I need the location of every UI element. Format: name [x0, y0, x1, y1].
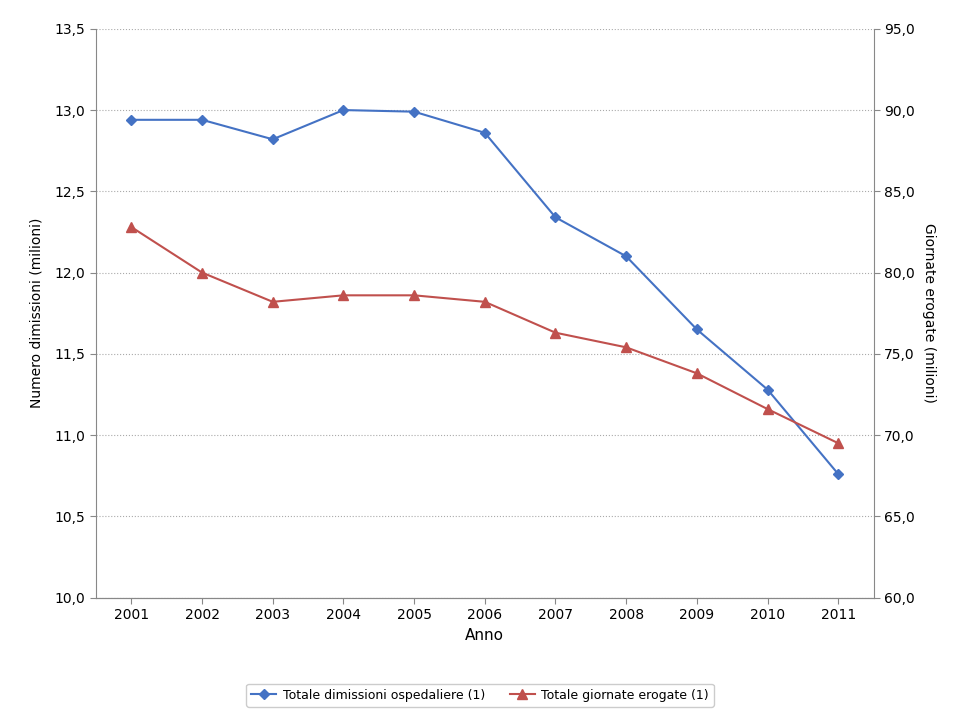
Totale dimissioni ospedaliere (1) [338, 106, 349, 114]
Totale giornate erogate (1) [267, 297, 278, 306]
Y-axis label: Giornate erogate (milioni): Giornate erogate (milioni) [922, 223, 936, 403]
Totale giornate erogate (1) [832, 439, 844, 448]
Totale dimissioni ospedaliere (1) [408, 107, 420, 116]
Legend: Totale dimissioni ospedaliere (1), Totale giornate erogate (1): Totale dimissioni ospedaliere (1), Total… [247, 683, 713, 706]
Totale giornate erogate (1) [479, 297, 491, 306]
Line: Totale giornate erogate (1): Totale giornate erogate (1) [127, 222, 843, 448]
Totale giornate erogate (1) [196, 269, 207, 277]
Totale dimissioni ospedaliere (1) [550, 213, 562, 222]
Totale dimissioni ospedaliere (1) [196, 115, 207, 124]
Totale giornate erogate (1) [338, 291, 349, 300]
Totale giornate erogate (1) [620, 343, 632, 351]
Y-axis label: Numero dimissioni (milioni): Numero dimissioni (milioni) [30, 218, 43, 408]
Line: Totale dimissioni ospedaliere (1): Totale dimissioni ospedaliere (1) [128, 107, 842, 477]
Totale giornate erogate (1) [408, 291, 420, 300]
Totale dimissioni ospedaliere (1) [126, 115, 137, 124]
Totale dimissioni ospedaliere (1) [762, 385, 774, 394]
Totale giornate erogate (1) [550, 328, 562, 337]
Totale dimissioni ospedaliere (1) [620, 252, 632, 261]
X-axis label: Anno: Anno [466, 628, 504, 642]
Totale dimissioni ospedaliere (1) [267, 135, 278, 143]
Totale giornate erogate (1) [762, 405, 774, 413]
Totale dimissioni ospedaliere (1) [691, 325, 703, 334]
Totale dimissioni ospedaliere (1) [832, 469, 844, 478]
Totale giornate erogate (1) [691, 369, 703, 378]
Totale giornate erogate (1) [126, 222, 137, 231]
Totale dimissioni ospedaliere (1) [479, 128, 491, 137]
